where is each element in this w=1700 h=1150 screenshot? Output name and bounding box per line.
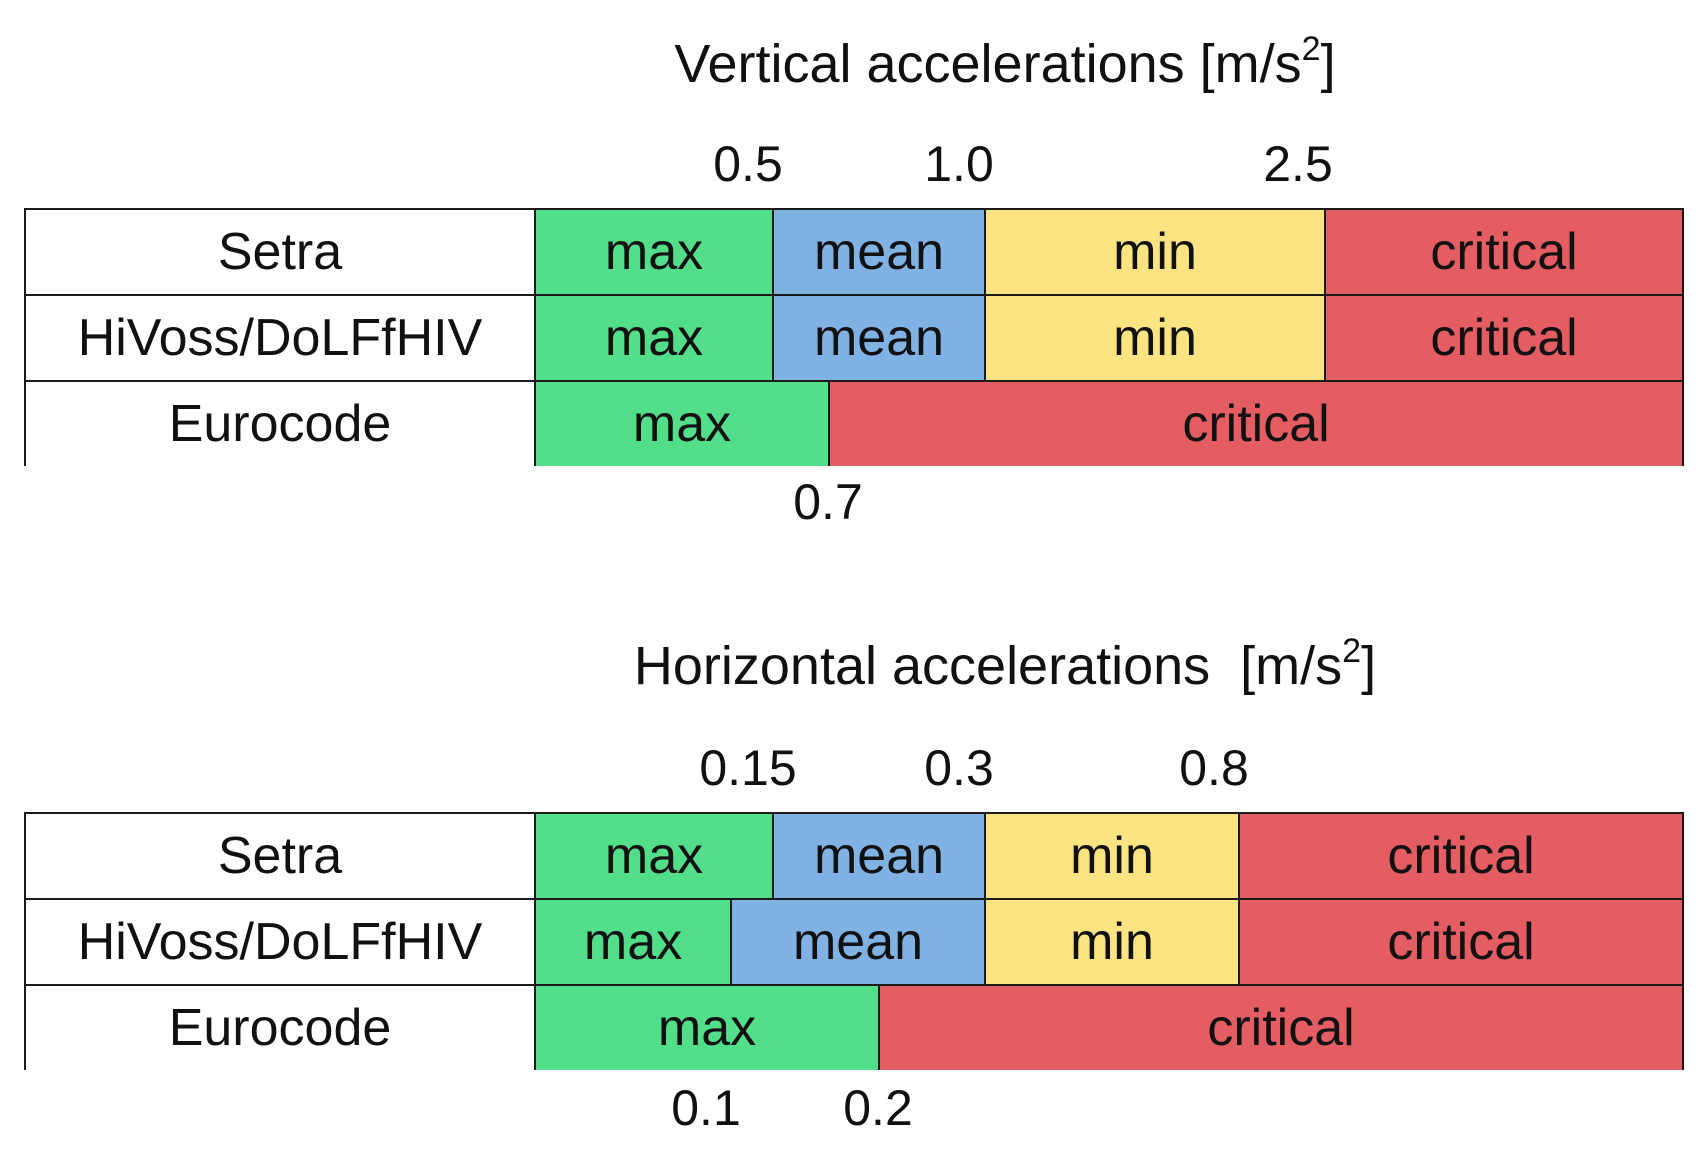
horizontal-tick-0.1: 0.1 [671,1080,741,1136]
vertical-row-setra: Setra max mean min critical [26,210,1682,294]
segment-max: max [536,296,774,380]
row-label: Eurocode [26,986,536,1070]
segment-critical: critical [880,986,1682,1070]
segment-max: max [536,900,732,984]
row-label: Eurocode [26,382,536,466]
horizontal-tick-0.2: 0.2 [843,1080,913,1136]
vertical-tick-2.5: 2.5 [1263,136,1333,192]
row-label: HiVoss/DoLFfHIV [26,900,536,984]
horizontal-tick-0.8: 0.8 [1179,740,1249,796]
segment-mean: mean [774,296,986,380]
horizontal-threshold-table: Setra max mean min critical HiVoss/DoLFf… [24,812,1684,1070]
segment-mean: mean [774,210,986,294]
segment-max: max [536,210,774,294]
row-divider [26,380,1682,382]
row-label: Setra [26,814,536,898]
horizontal-row-eurocode: Eurocode max critical [26,986,1682,1070]
segment-min: min [986,814,1240,898]
horizontal-tick-0.15: 0.15 [699,740,797,796]
segment-max: max [536,814,774,898]
row-label: Setra [26,210,536,294]
row-divider [26,984,1682,986]
horizontal-row-hivoss: HiVoss/DoLFfHIV max mean min critical [26,900,1682,984]
vertical-row-hivoss: HiVoss/DoLFfHIV max mean min critical [26,296,1682,380]
vertical-tick-0.5: 0.5 [713,136,783,192]
segment-max: max [536,382,830,466]
vertical-tick-1.0: 1.0 [924,136,994,192]
row-divider [26,294,1682,296]
segment-mean: mean [732,900,986,984]
segment-critical: critical [1326,296,1682,380]
horizontal-title: Horizontal accelerations [m/s2] [633,632,1377,696]
horizontal-tick-0.3: 0.3 [924,740,994,796]
vertical-row-eurocode: Eurocode max critical [26,382,1682,466]
segment-critical: critical [830,382,1682,466]
horizontal-row-setra: Setra max mean min critical [26,814,1682,898]
segment-critical: critical [1240,900,1682,984]
segment-min: min [986,296,1326,380]
segment-critical: critical [1240,814,1682,898]
segment-min: min [986,900,1240,984]
segment-critical: critical [1326,210,1682,294]
row-divider [26,898,1682,900]
vertical-tick-0.7: 0.7 [793,474,863,530]
vertical-threshold-table: Setra max mean min critical HiVoss/DoLFf… [24,208,1684,466]
row-label: HiVoss/DoLFfHIV [26,296,536,380]
segment-min: min [986,210,1326,294]
segment-mean: mean [774,814,986,898]
vertical-title: Vertical accelerations [m/s2] [674,30,1336,94]
segment-max: max [536,986,880,1070]
